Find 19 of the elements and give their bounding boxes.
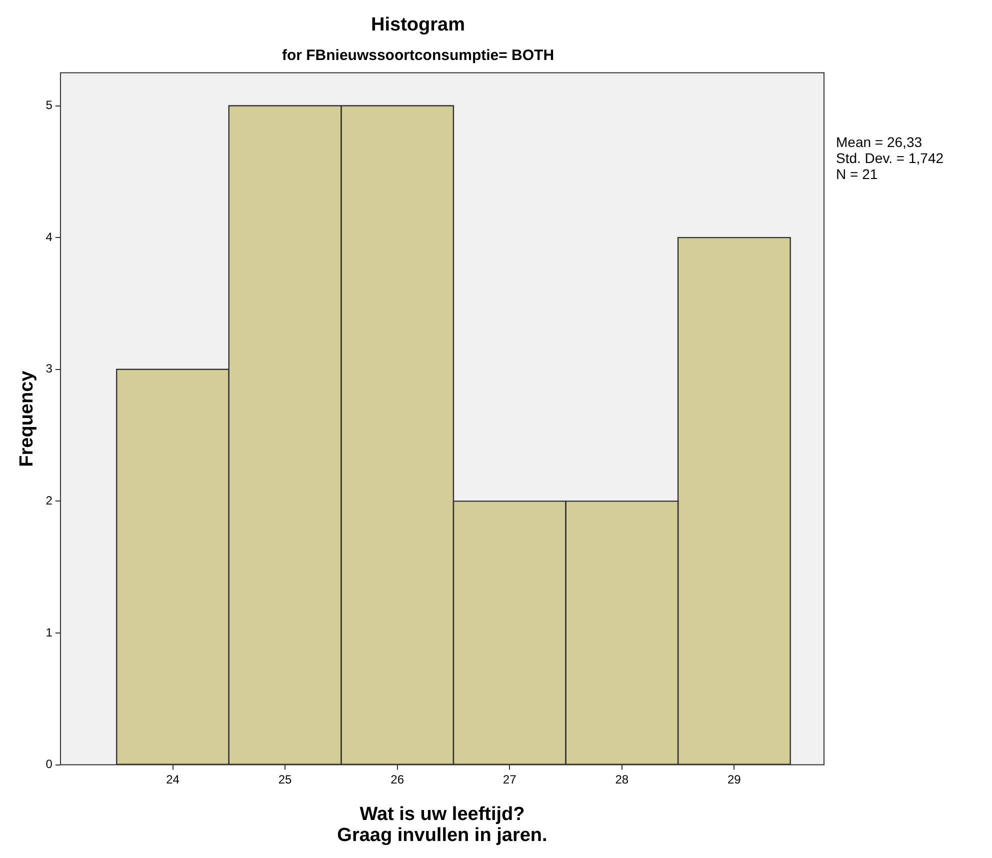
y-tick-label: 0 — [46, 757, 53, 772]
y-tick-label: 5 — [46, 98, 53, 112]
text: Std. Dev. = 1,742 — [836, 150, 944, 166]
x-tick-label: 26 — [390, 772, 404, 786]
x-tick-label: 24 — [166, 772, 180, 786]
y-tick-label: 2 — [46, 493, 53, 508]
x-tick-label: 27 — [502, 772, 517, 786]
x-tick-label: 28 — [615, 772, 629, 786]
y-tick-label: 4 — [46, 230, 53, 244]
chart-title: Histogram — [371, 14, 465, 36]
text: Mean = 26,33 — [836, 134, 924, 150]
y-tick-label: 3 — [46, 362, 53, 376]
x-tick-label: 25 — [278, 772, 292, 786]
y-axis-title: Frequency — [16, 370, 38, 467]
text: N = 21 — [836, 166, 879, 182]
y-tick-label: 1 — [46, 625, 53, 640]
x-tick-label: 29 — [727, 772, 742, 786]
chart-subtitle: for FBnieuwssoortconsumptie= BOTH — [282, 46, 554, 64]
x-axis-title: Wat is uw leeftijd? Graag invullen in jaren. — [337, 804, 548, 846]
